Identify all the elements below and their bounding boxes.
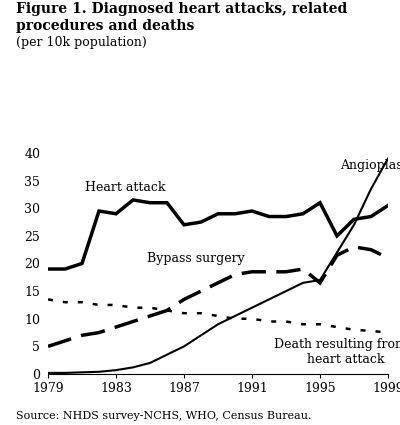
- Text: Bypass surgery: Bypass surgery: [146, 252, 244, 265]
- Text: Source: NHDS survey-NCHS, WHO, Census Bureau.: Source: NHDS survey-NCHS, WHO, Census Bu…: [16, 411, 312, 421]
- Text: Angioplasty: Angioplasty: [340, 159, 400, 173]
- Text: (per 10k population): (per 10k population): [16, 36, 147, 49]
- Text: procedures and deaths: procedures and deaths: [16, 19, 194, 33]
- Text: Figure 1. Diagnosed heart attacks, related: Figure 1. Diagnosed heart attacks, relat…: [16, 2, 347, 16]
- Text: Heart attack: Heart attack: [86, 181, 166, 195]
- Text: Death resulting from a
heart attack: Death resulting from a heart attack: [274, 338, 400, 366]
